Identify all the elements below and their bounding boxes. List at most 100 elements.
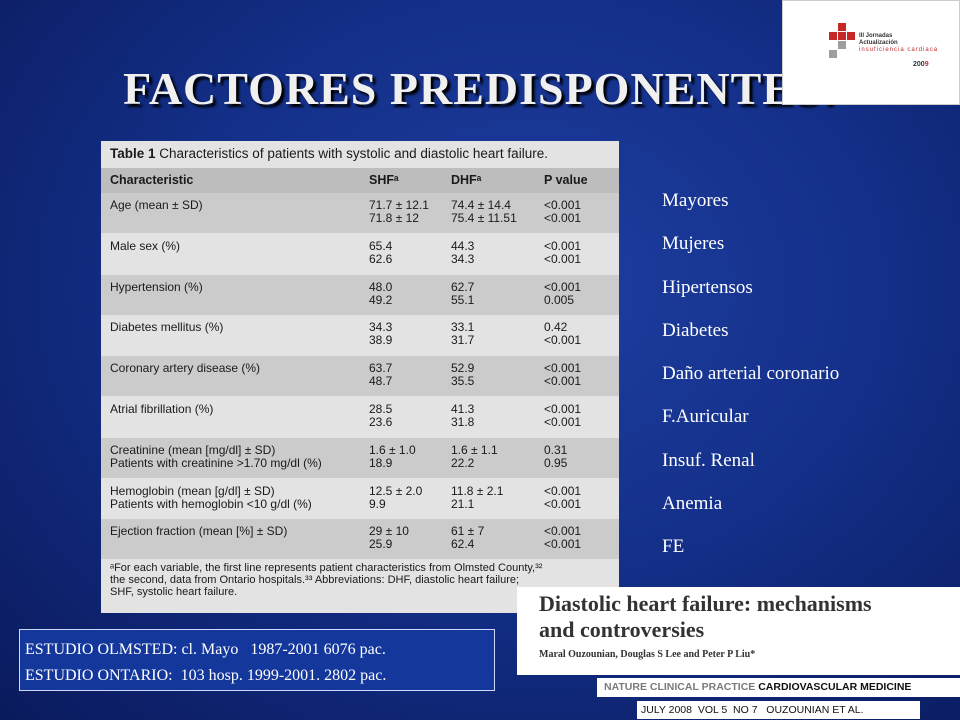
p-value-cell-line: <0.001 [544, 211, 582, 225]
table-caption-label: Table 1 [110, 146, 156, 161]
dhf-cell: 44.3 34.3 [451, 239, 475, 266]
shf-cell-line: 28.5 [369, 402, 393, 416]
p-value-cell: <0.001 0.005 [544, 280, 581, 307]
list-item: FE [662, 536, 685, 558]
p-value-cell: <0.001 <0.001 [544, 238, 582, 266]
characteristic-cell-line: Coronary artery disease (%) [110, 361, 261, 376]
header-characteristic: Characteristic [110, 173, 194, 187]
characteristic-cell-line: Atrial fibrillation (%) [110, 402, 214, 416]
dhf-cell-line: 1.6 ± 1.1 [451, 442, 498, 457]
characteristic-cell: Diabetes mellitus (%) [110, 321, 223, 347]
journal-issue: JULY 2008 VOL 5 NO 7 OUZOUNIAN ET AL. [637, 701, 920, 719]
table-row: Hypertension (%) 48.0 49.2 62.7 55.1 <0.001 0… [101, 274, 619, 315]
characteristic-cell-line: Male sex (%) [110, 238, 181, 253]
article-reference: Diastolic heart failure: mechanisms and … [517, 587, 960, 675]
dhf-cell-line: 22.2 [451, 455, 475, 470]
dhf-cell-line: 52.9 [451, 361, 475, 376]
dhf-cell: 62.7 55.1 [451, 280, 474, 307]
study-ontario: ESTUDIO ONTARIO: 103 hosp. 1999-2001. 28… [25, 667, 387, 684]
dhf-cell-line: 61 ± 7 [451, 524, 485, 539]
list-item: Mayores [662, 190, 729, 211]
shf-cell-line: 1.6 ± 1.0 [369, 442, 416, 457]
dhf-cell: 1.6 ± 1.1 22.2 [451, 442, 498, 470]
shf-cell: 1.6 ± 1.0 18.9 [369, 442, 416, 470]
shf-cell-line: 49.2 [369, 292, 393, 307]
p-value-cell-line: <0.001 [544, 361, 582, 376]
logo-line-3: insuficiencia cardiaca [859, 47, 939, 53]
article-title-line-2: and controversies [539, 617, 705, 642]
characteristic-cell-line [110, 375, 260, 388]
dhf-cell: 11.8 ± 2.1 21.1 [451, 483, 504, 511]
characteristic-cell-line: Age (mean ± SD) [110, 198, 203, 212]
table-footnote: ᵃFor each variable, the first line repre… [110, 562, 610, 598]
dhf-cell: 52.9 35.5 [451, 362, 474, 388]
journal-name-gray: NATURE CLINICAL PRACTICE [604, 681, 756, 693]
p-value-cell: <0.001 <0.001 [544, 525, 581, 551]
footnote-line: SHF, systolic heart failure. [110, 586, 238, 598]
logo-year-prefix: 200 [913, 61, 925, 68]
shf-cell-line: 38.9 [369, 333, 393, 348]
journal-name: NATURE CLINICAL PRACTICE CARDIOVASCULAR … [597, 678, 960, 697]
logo-line-2: Actualización [859, 40, 898, 46]
table-row: Age (mean ± SD) 71.7 ± 12.1 71.8 ± 12 74.4… [101, 193, 619, 233]
characteristic-cell-line: Hemoglobin (mean [g/dl] ± SD) [110, 483, 275, 498]
table-row: Ejection fraction (mean [%] ± SD) 29 ± 1… [101, 519, 619, 560]
characteristic-cell-line [110, 334, 223, 347]
dhf-cell-line: 34.3 [451, 251, 475, 266]
shf-cell: 71.7 ± 12.1 71.8 ± 12 [369, 199, 429, 225]
p-value-cell-line: <0.001 [544, 251, 582, 266]
shf-cell-line: 34.3 [369, 320, 393, 335]
p-value-cell-line: <0.001 [544, 402, 582, 416]
shf-cell: 12.5 ± 2.0 9.9 [369, 483, 423, 511]
characteristic-cell-line [110, 212, 203, 225]
shf-cell-line: 71.8 ± 12 [369, 211, 419, 225]
slide-title: FACTORES PREDISPONENTES: [123, 63, 837, 114]
list-item: Hipertensos [662, 276, 753, 298]
dhf-cell-line: 33.1 [451, 320, 475, 335]
characteristic-cell: Creatinine (mean [mg/dl] ± SD) Patients w… [110, 442, 322, 470]
shf-cell-line: 48.7 [369, 374, 393, 389]
characteristic-cell-line: Ejection fraction (mean [%] ± SD) [110, 524, 288, 539]
characteristic-cell: Ejection fraction (mean [%] ± SD) [110, 525, 287, 551]
shf-cell-line: 62.6 [369, 251, 393, 266]
table-row: Atrial fibrillation (%) 28.5 23.6 41.3 31.8… [101, 397, 619, 437]
list-item: F.Auricular [662, 406, 749, 428]
dhf-cell-line: 11.8 ± 2.1 [451, 483, 504, 498]
header-shf: SHFᵃ [369, 173, 399, 187]
characteristic-cell-line [110, 253, 180, 266]
shf-cell: 48.0 49.2 [369, 279, 393, 307]
p-value-cell-line: 0.31 [544, 442, 568, 457]
dhf-cell: 74.4 ± 14.4 75.4 ± 11.51 [451, 199, 517, 225]
shf-cell: 29 ± 10 25.9 [369, 525, 409, 551]
dhf-cell-line: 41.3 [451, 402, 475, 416]
logo-year: 2009 [913, 61, 929, 68]
shf-cell-line: 65.4 [369, 238, 393, 253]
dhf-cell-line: 62.4 [451, 537, 475, 552]
characteristic-cell-line: Creatinine (mean [mg/dl] ± SD) [110, 442, 276, 457]
table-row: Male sex (%) 65.4 62.6 44.3 34.3 <0.001 <0.00… [101, 234, 619, 274]
p-value-cell: <0.001 <0.001 [544, 484, 582, 511]
header-p-value: P value [544, 173, 588, 187]
p-value-cell-line: <0.001 [544, 238, 582, 253]
p-value-cell-line: <0.001 [544, 537, 582, 552]
characteristic-cell: Age (mean ± SD) [110, 199, 203, 225]
table-row: Coronary artery disease (%) 63.7 48.7 52.9… [101, 356, 619, 397]
shf-cell-line: 48.0 [369, 279, 393, 294]
p-value-cell: <0.001 <0.001 [544, 199, 581, 225]
logo-text: III Jornadas Actualización insuficiencia… [859, 33, 938, 54]
article-title: Diastolic heart failure: mechanisms and … [539, 591, 872, 643]
footnote-line: the second, data from Ontario hospitals.… [110, 574, 520, 586]
list-item: Diabetes [662, 319, 729, 341]
characteristic-cell: Hypertension (%) [110, 280, 203, 307]
study-olmsted: ESTUDIO OLMSTED: cl. Mayo 1987-2001 6076… [25, 641, 386, 658]
table-caption-text: Characteristics of patients with systoli… [155, 146, 548, 161]
shf-cell-line: 23.6 [369, 415, 393, 429]
p-value-cell-line: <0.001 [544, 496, 582, 511]
characteristic-cell-line: Patients with hemoglobin <10 g/dl (%) [110, 496, 312, 511]
dhf-cell-line: 31.8 [451, 415, 475, 429]
p-value-cell-line: <0.001 [544, 333, 582, 348]
p-value-cell-line: 0.95 [544, 455, 568, 470]
shf-cell-line: 12.5 ± 2.0 [369, 483, 423, 498]
characteristic-cell-line [110, 294, 203, 307]
shf-cell-line: 71.7 ± 12.1 [369, 198, 429, 212]
